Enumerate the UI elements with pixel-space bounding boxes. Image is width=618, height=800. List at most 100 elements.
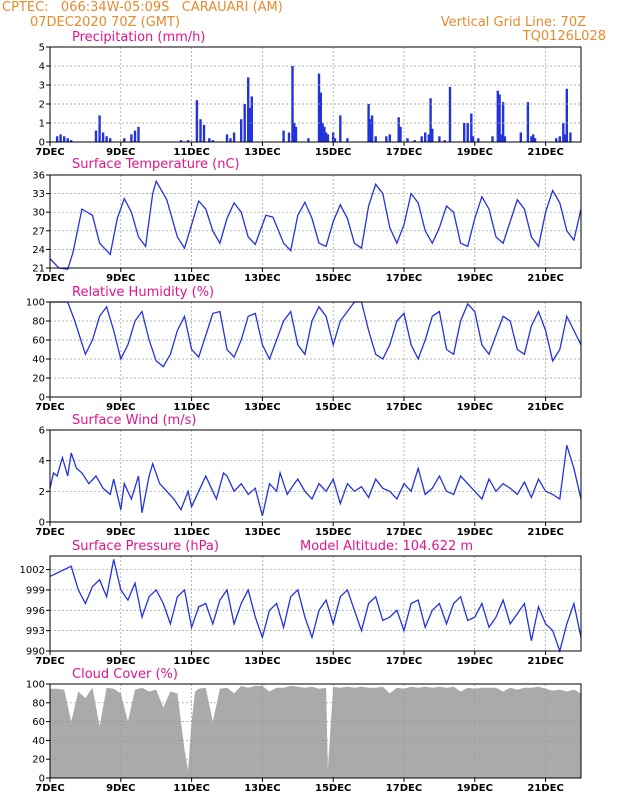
series-line xyxy=(50,301,582,368)
y-tick-label: 3 xyxy=(39,81,45,92)
panel-1: Precipitation (mm/h) 0 1 2 3 4 5 7DEC 9DEC 11DEC 1… xyxy=(35,30,582,158)
y-tick-label: 24 xyxy=(32,245,45,256)
precip-bar xyxy=(427,134,430,142)
precip-bar xyxy=(105,136,108,142)
y-tick-label: 80 xyxy=(32,698,45,709)
x-tick-label: 17DEC xyxy=(386,273,422,284)
y-tick-label: 30 xyxy=(32,208,45,219)
precip-bar xyxy=(307,138,310,142)
precip-bar xyxy=(463,123,466,142)
precip-bar xyxy=(323,126,326,142)
header-model-code: TQ0126L028 xyxy=(522,29,606,44)
precip-bar xyxy=(247,77,250,142)
precip-bar xyxy=(333,138,337,142)
series-line xyxy=(49,445,582,517)
header-station: CPTEC: 066:34W-05:09S CARAUARI (AM) xyxy=(2,0,283,15)
header-datetime: 07DEC2020 70Z (GMT) xyxy=(30,15,181,30)
x-tick-label: 15DEC xyxy=(315,402,351,413)
panel-frame xyxy=(49,46,582,143)
y-tick-label: 27 xyxy=(32,226,45,237)
y-tick-label: 5 xyxy=(39,43,45,54)
y-tick-label: 60 xyxy=(32,336,45,347)
x-tick-label: 21DEC xyxy=(527,273,563,284)
y-tick-label: 4 xyxy=(39,62,45,73)
precip-bar xyxy=(240,119,243,142)
y-tick-label: 6 xyxy=(39,426,45,437)
cloud-area xyxy=(50,685,581,778)
x-tick-label: 13DEC xyxy=(244,402,280,413)
y-tick-label: 21 xyxy=(32,264,45,275)
precip-bar xyxy=(558,136,561,142)
series-line xyxy=(49,179,582,270)
precip-bar xyxy=(225,134,229,142)
precip-bar xyxy=(519,132,522,142)
x-tick-label: 21DEC xyxy=(527,527,563,538)
precip-bar xyxy=(199,119,202,142)
x-tick-label: 11DEC xyxy=(173,783,209,794)
header-grid-note: Vertical Grid Line: 70Z xyxy=(440,15,586,30)
y-tick-label: 996 xyxy=(26,606,45,617)
x-tick-label: 13DEC xyxy=(244,783,280,794)
panel-2: Surface Temperature (nC) 21 24 27 30 33 36 7DEC… xyxy=(32,157,582,284)
precip-bar xyxy=(406,138,409,142)
panel-6: Cloud Cover (%) 0 20 40 60 80 100 7DEC 9DEC 11DEC… xyxy=(26,667,582,794)
precip-bar xyxy=(429,98,432,142)
x-tick-label: 9DEC xyxy=(106,527,135,538)
x-tick-label: 11DEC xyxy=(173,656,209,667)
panel-title: Surface Pressure (hPa) xyxy=(72,539,219,554)
precip-bar xyxy=(498,94,501,142)
x-tick-label: 11DEC xyxy=(173,147,209,158)
precip-bar xyxy=(324,132,328,142)
x-tick-label: 9DEC xyxy=(106,402,135,413)
y-tick-label: 33 xyxy=(32,189,45,200)
precip-bar xyxy=(326,134,330,142)
series-line xyxy=(49,559,582,654)
precip-bar xyxy=(471,136,475,142)
precip-bar xyxy=(287,132,291,142)
precip-bar xyxy=(533,138,537,142)
x-tick-label: 9DEC xyxy=(106,656,135,667)
x-tick-label: 19DEC xyxy=(457,402,493,413)
precip-bar xyxy=(477,138,480,142)
x-tick-label: 21DEC xyxy=(527,402,563,413)
x-tick-label: 9DEC xyxy=(106,783,135,794)
precip-bar xyxy=(431,128,434,142)
x-tick-label: 19DEC xyxy=(457,656,493,667)
precip-bar xyxy=(369,119,372,142)
precip-bar xyxy=(98,115,101,142)
precip-bar xyxy=(130,134,133,142)
x-tick-label: 17DEC xyxy=(386,783,422,794)
x-tick-label: 7DEC xyxy=(35,656,64,667)
x-tick-label: 17DEC xyxy=(386,527,422,538)
y-tick-label: 0 xyxy=(39,774,45,785)
y-tick-label: 0 xyxy=(39,393,45,404)
precip-bar xyxy=(109,138,112,142)
precip-bar xyxy=(321,123,324,142)
x-tick-label: 17DEC xyxy=(386,656,422,667)
y-tick-label: 993 xyxy=(26,626,45,637)
precip-bar xyxy=(470,113,473,142)
panel-title: Relative Humidity (%) xyxy=(72,285,214,300)
y-tick-label: 100 xyxy=(26,298,45,309)
x-tick-label: 21DEC xyxy=(527,783,563,794)
precip-bar xyxy=(565,88,568,142)
x-tick-label: 15DEC xyxy=(315,656,351,667)
precip-bar xyxy=(319,92,322,142)
y-tick-label: 0 xyxy=(39,138,45,149)
precip-bar xyxy=(339,115,342,142)
precip-bar xyxy=(563,134,567,142)
x-tick-label: 17DEC xyxy=(386,147,422,158)
precip-bar xyxy=(399,126,402,142)
panel-frame xyxy=(49,555,582,652)
y-tick-label: 20 xyxy=(32,374,45,385)
y-tick-label: 40 xyxy=(32,736,45,747)
panel-title: Cloud Cover (%) xyxy=(72,667,178,682)
precip-bar xyxy=(208,138,211,142)
precip-bar xyxy=(420,136,423,142)
panel-title: Precipitation (mm/h) xyxy=(72,30,205,45)
panel-frame xyxy=(49,429,582,523)
precip-bar xyxy=(424,132,427,142)
panel-5: Surface Pressure (hPa) Model Altitude: 10… xyxy=(20,539,582,667)
precip-bar xyxy=(388,134,391,142)
